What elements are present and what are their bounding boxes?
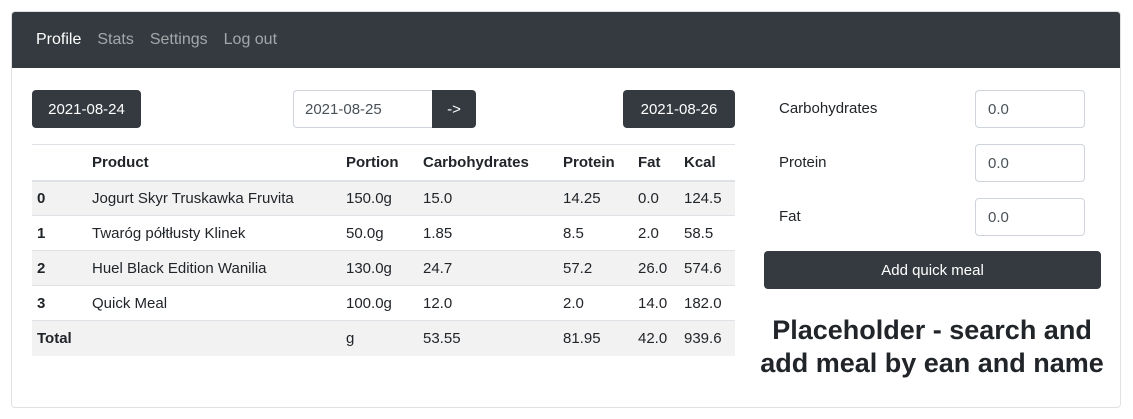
row-portion: 100.0g xyxy=(341,285,418,321)
row-index: 1 xyxy=(32,215,87,251)
row-carbs: 12.0 xyxy=(418,285,558,321)
protein-input[interactable] xyxy=(975,144,1085,182)
row-portion: 130.0g xyxy=(341,250,418,286)
row-fat: 26.0 xyxy=(633,250,679,286)
row-index: 2 xyxy=(32,250,87,286)
row-carbs: 24.7 xyxy=(418,250,558,286)
col-header-protein: Protein xyxy=(558,144,633,182)
row-kcal: 124.5 xyxy=(679,180,735,216)
col-header-fat: Fat xyxy=(633,144,679,182)
top-navbar: Profile Stats Settings Log out xyxy=(12,12,1120,68)
total-protein: 81.95 xyxy=(558,320,633,356)
carbs-label: Carbohydrates xyxy=(779,100,878,117)
go-date-button[interactable]: -> xyxy=(432,90,476,128)
row-protein: 14.25 xyxy=(558,180,633,216)
row-portion: 50.0g xyxy=(341,215,418,251)
total-kcal: 939.6 xyxy=(679,320,735,356)
row-index: 3 xyxy=(32,285,87,321)
add-quick-meal-button[interactable]: Add quick meal xyxy=(764,251,1101,289)
nav-logout[interactable]: Log out xyxy=(223,31,278,48)
col-header-index xyxy=(32,144,87,182)
total-carbs: 53.55 xyxy=(418,320,558,356)
table-total-row: Total g 53.55 81.95 42.0 939.6 xyxy=(32,320,735,356)
row-fat: 0.0 xyxy=(633,180,679,216)
table-header-row: Product Portion Carbohydrates Protein Fa… xyxy=(32,144,735,182)
protein-label: Protein xyxy=(779,154,827,171)
row-protein: 57.2 xyxy=(558,250,633,286)
row-fat: 2.0 xyxy=(633,215,679,251)
date-input[interactable] xyxy=(293,90,433,128)
col-header-carbohydrates: Carbohydrates xyxy=(418,144,558,182)
row-carbs: 1.85 xyxy=(418,215,558,251)
row-kcal: 574.6 xyxy=(679,250,735,286)
main-card: Profile Stats Settings Log out 2021-08-2… xyxy=(11,11,1121,408)
prev-day-button[interactable]: 2021-08-24 xyxy=(32,90,141,128)
table-row: 3 Quick Meal 100.0g 12.0 2.0 14.0 182.0 xyxy=(32,285,735,321)
col-header-product: Product xyxy=(87,144,341,182)
row-portion: 150.0g xyxy=(341,180,418,216)
row-product: Huel Black Edition Wanilia xyxy=(87,250,341,286)
carbs-input[interactable] xyxy=(975,90,1085,128)
fat-label: Fat xyxy=(779,208,801,225)
total-label: Total xyxy=(32,320,87,356)
table-row: 1 Twaróg półtłusty Klinek 50.0g 1.85 8.5… xyxy=(32,215,735,251)
total-fat: 42.0 xyxy=(633,320,679,356)
row-product: Twaróg półtłusty Klinek xyxy=(87,215,341,251)
nav-settings[interactable]: Settings xyxy=(149,31,208,48)
meals-table: Product Portion Carbohydrates Protein Fa… xyxy=(32,144,735,356)
total-portion: g xyxy=(341,320,418,356)
row-index: 0 xyxy=(32,180,87,216)
row-protein: 2.0 xyxy=(558,285,633,321)
col-header-kcal: Kcal xyxy=(679,144,735,182)
row-product: Jogurt Skyr Truskawka Fruvita xyxy=(87,180,341,216)
table-row: 2 Huel Black Edition Wanilia 130.0g 24.7… xyxy=(32,250,735,286)
next-day-button[interactable]: 2021-08-26 xyxy=(623,90,735,128)
row-product: Quick Meal xyxy=(87,285,341,321)
table-row: 0 Jogurt Skyr Truskawka Fruvita 150.0g 1… xyxy=(32,180,735,216)
row-kcal: 182.0 xyxy=(679,285,735,321)
nav-profile[interactable]: Profile xyxy=(36,31,82,48)
nav-stats[interactable]: Stats xyxy=(97,31,134,48)
row-carbs: 15.0 xyxy=(418,180,558,216)
row-protein: 8.5 xyxy=(558,215,633,251)
row-fat: 14.0 xyxy=(633,285,679,321)
meal-search-placeholder: Placeholder - search and add meal by ean… xyxy=(760,315,1104,378)
col-header-portion: Portion xyxy=(341,144,418,182)
row-kcal: 58.5 xyxy=(679,215,735,251)
fat-input[interactable] xyxy=(975,198,1085,236)
total-product xyxy=(87,320,341,356)
